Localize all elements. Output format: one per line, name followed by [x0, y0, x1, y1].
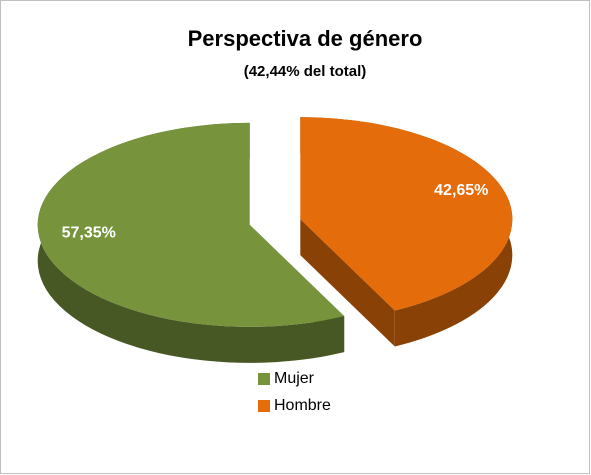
slice-side — [37, 122, 345, 363]
legend-label: Hombre — [274, 397, 331, 414]
slice-wall — [300, 219, 395, 347]
chart-title: Perspectiva de género — [188, 26, 423, 51]
data-label: 57,35% — [62, 224, 116, 241]
slice — [37, 122, 345, 327]
slice — [300, 117, 513, 311]
data-label: 42,65% — [434, 182, 488, 199]
chart-subtitle: (42,44% del total) — [244, 63, 367, 80]
legend-label: Mujer — [274, 370, 315, 387]
legend-swatch — [258, 400, 270, 412]
legend-swatch — [258, 373, 270, 385]
